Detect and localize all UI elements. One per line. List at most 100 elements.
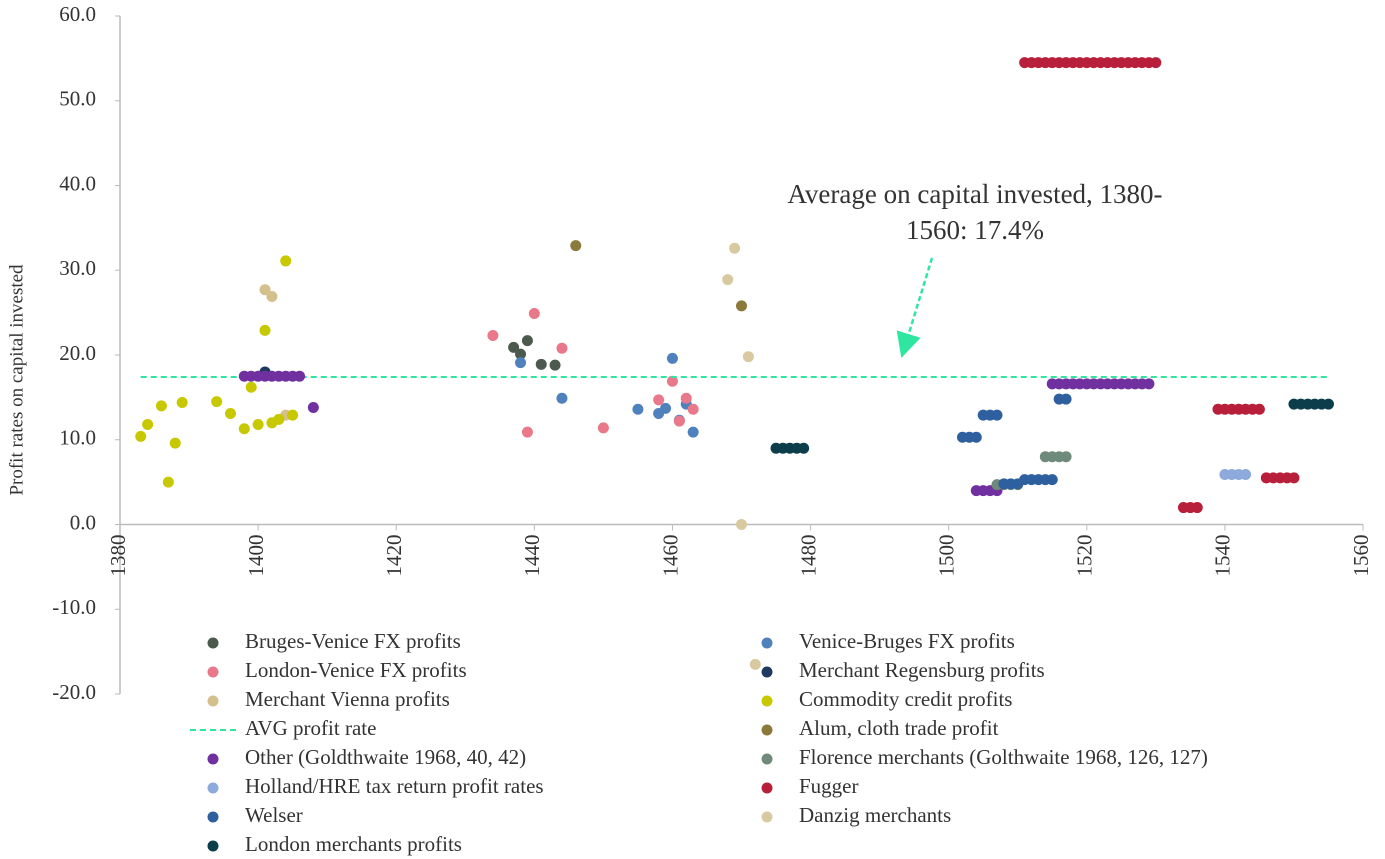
legend-label: Bruges-Venice FX profits: [245, 629, 461, 653]
y-tick-label: 10.0: [59, 426, 96, 450]
data-point: [632, 403, 644, 415]
data-point: [266, 291, 278, 303]
data-point: [749, 658, 761, 670]
data-point: [1191, 502, 1203, 514]
legend-label: Fugger: [799, 774, 859, 798]
x-tick-label: 1440: [520, 535, 544, 577]
x-tick-label: 1520: [1073, 535, 1097, 577]
y-tick-label: 50.0: [59, 87, 96, 111]
legend-label: Florence merchants (Golthwaite 1968, 126…: [799, 745, 1208, 769]
data-point: [673, 415, 685, 427]
data-point: [307, 402, 319, 414]
data-point: [653, 394, 665, 406]
data-point: [155, 400, 167, 412]
legend-label: Venice-Bruges FX profits: [799, 629, 1015, 653]
y-tick-label: 30.0: [59, 256, 96, 280]
legend-marker: [207, 666, 219, 678]
data-point: [294, 370, 306, 382]
legend-marker: [761, 695, 773, 707]
legend-label: Alum, cloth trade profit: [799, 716, 999, 740]
data-point: [1060, 451, 1072, 463]
y-tick-label: 0.0: [70, 510, 96, 534]
x-tick-label: 1540: [1211, 535, 1235, 577]
data-point: [687, 403, 699, 415]
data-point: [238, 423, 250, 435]
y-tick-label: 40.0: [59, 171, 96, 195]
legend-label: AVG profit rate: [245, 716, 376, 740]
data-point: [1253, 403, 1265, 415]
data-point: [549, 359, 561, 371]
data-point: [521, 335, 533, 347]
legend-marker: [761, 782, 773, 794]
data-point: [556, 392, 568, 404]
y-tick-label: 20.0: [59, 341, 96, 365]
data-point: [680, 392, 692, 404]
data-point: [211, 396, 223, 408]
legend-label: Welser: [245, 803, 303, 827]
data-point: [259, 284, 271, 296]
data-point: [1322, 398, 1334, 410]
data-point: [252, 418, 264, 430]
legend-marker: [761, 811, 773, 823]
data-point: [666, 375, 678, 387]
data-point: [729, 242, 741, 254]
data-point: [798, 442, 810, 454]
data-point: [521, 426, 533, 438]
legend-marker: [761, 666, 773, 678]
x-tick-label: 1560: [1349, 535, 1373, 577]
x-tick-label: 1460: [658, 535, 682, 577]
data-point: [687, 426, 699, 438]
data-point: [1060, 393, 1072, 405]
legend-label: Commodity credit profits: [799, 687, 1012, 711]
data-point: [736, 300, 747, 312]
data-point: [660, 402, 672, 414]
data-point: [515, 348, 527, 360]
legend-marker: [207, 811, 219, 823]
data-point: [280, 255, 292, 267]
data-point: [515, 357, 527, 369]
legend-label: London merchants profits: [245, 832, 462, 856]
data-point: [224, 407, 236, 419]
legend-label: Other (Goldthwaite 1968, 40, 42): [245, 745, 526, 769]
data-point: [176, 396, 188, 408]
legend-marker: [207, 695, 219, 707]
legend-marker: [207, 782, 219, 794]
legend-label: Holland/HRE tax return profit rates: [245, 774, 544, 798]
legend-label: London-Venice FX profits: [245, 658, 467, 682]
data-point: [722, 274, 734, 286]
data-point: [259, 324, 271, 336]
data-point: [742, 351, 754, 363]
y-tick-label: -20.0: [52, 680, 96, 704]
y-axis-label: Profit rates on capital invested: [6, 264, 27, 496]
data-point: [169, 437, 181, 449]
data-point: [970, 431, 982, 443]
x-tick-label: 1400: [244, 535, 268, 577]
data-point: [287, 409, 299, 421]
data-point: [570, 240, 582, 252]
y-tick-label: -10.0: [52, 595, 96, 619]
data-point: [142, 418, 154, 430]
data-point: [666, 352, 678, 364]
data-point: [135, 430, 147, 442]
data-point: [508, 341, 520, 353]
legend-marker: [207, 637, 219, 649]
legend-label: Merchant Regensburg profits: [799, 658, 1045, 682]
data-point: [528, 307, 540, 319]
data-point: [736, 519, 747, 530]
legend-marker: [761, 637, 773, 649]
annotation-arrow: [896, 257, 934, 358]
x-tick-label: 1500: [934, 535, 958, 577]
legend-marker: [207, 753, 219, 765]
data-point: [245, 381, 257, 393]
data-point: [556, 342, 568, 354]
data-point: [1288, 472, 1300, 484]
legend-marker: [207, 840, 219, 852]
data-point: [162, 476, 174, 488]
legend-marker: [761, 724, 773, 736]
data-point: [991, 409, 1003, 421]
data-point: [1046, 474, 1058, 486]
y-tick-label: 60.0: [59, 2, 96, 26]
